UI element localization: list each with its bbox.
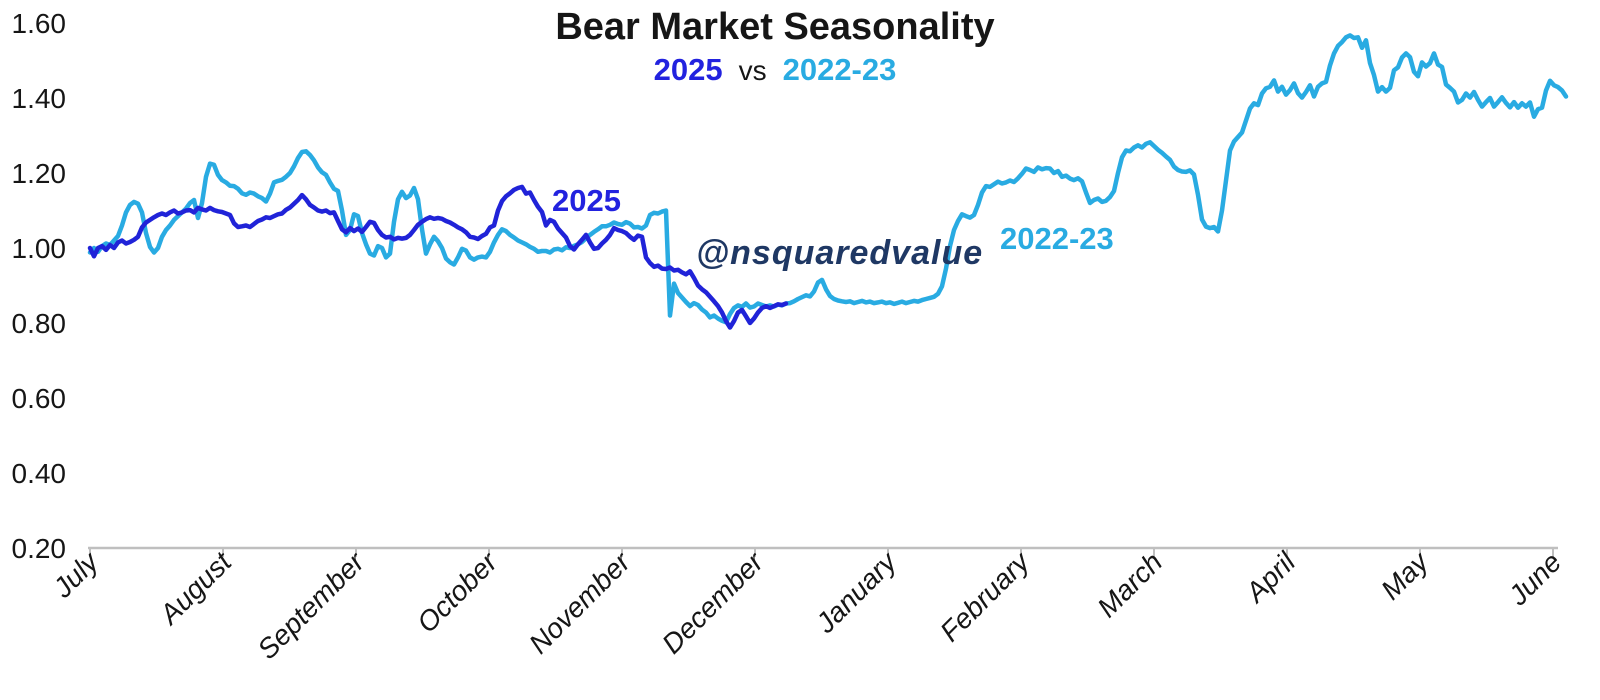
y-axis-label: 0.80 <box>12 308 67 339</box>
chart-title: Bear Market Seasonality <box>555 6 995 48</box>
subtitle-vs-label: vs <box>738 55 767 86</box>
subtitle-series2-label: 2022-23 <box>782 52 897 87</box>
subtitle-series1-label: 2025 <box>653 52 723 87</box>
x-axis-label: December <box>656 545 770 659</box>
y-axis-label: 1.60 <box>12 8 67 39</box>
x-axis-label: June <box>1502 546 1568 612</box>
y-axis-label: 0.60 <box>12 383 67 414</box>
x-axis-label: March <box>1091 546 1168 623</box>
y-axis-label: 0.40 <box>12 458 67 489</box>
x-axis-label: February <box>934 545 1037 648</box>
watermark-text: @nsquaredvalue <box>696 234 984 272</box>
x-axis-label: October <box>411 545 505 639</box>
x-axis-label: August <box>152 545 238 631</box>
y-axis-label: 1.20 <box>12 158 67 189</box>
x-axis-label: April <box>1238 546 1301 609</box>
y-axis-label: 1.00 <box>12 233 67 264</box>
x-axis-label: January <box>809 545 903 639</box>
y-axis-label: 1.40 <box>12 83 67 114</box>
series-2025-inline-label: 2025 <box>552 183 621 218</box>
series-2022-23-inline-label: 2022-23 <box>1000 221 1114 256</box>
series-line-2022-23 <box>87 33 1569 325</box>
x-axis-label: May <box>1375 545 1436 606</box>
series-line-2025 <box>87 184 789 330</box>
chart-subtitle: 2025 vs 2022-23 <box>0 52 1550 88</box>
x-axis-label: November <box>523 545 637 659</box>
x-axis-label: September <box>251 545 371 665</box>
y-axis-label: 0.20 <box>12 533 67 564</box>
